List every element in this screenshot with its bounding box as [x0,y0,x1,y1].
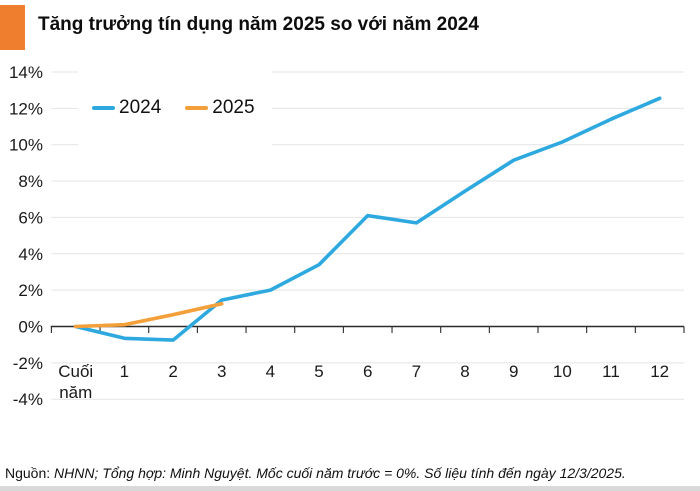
bottom-border [0,486,700,491]
source-text: NHNN; Tổng hợp: Minh Nguyệt. Mốc cuối nă… [54,465,626,481]
x-axis-label: Cuối năm [58,362,93,402]
y-axis-label: 8% [18,172,43,191]
source-label: Nguồn: [5,465,51,481]
x-axis-label: 2 [168,362,177,381]
y-axis-label: -2% [13,354,43,373]
x-axis-label: 12 [650,362,669,381]
x-axis-label: 1 [120,362,129,381]
x-axis-label: 11 [602,362,620,381]
y-axis-label: 6% [18,208,43,227]
x-axis-label: 10 [553,362,572,381]
y-axis-label: -4% [13,390,43,409]
y-axis-label: 4% [18,245,43,264]
y-axis-label: 2% [18,281,43,300]
y-axis-label: 0% [18,318,43,337]
x-axis-label: 3 [217,362,226,381]
legend-swatch-2024 [92,106,115,110]
x-axis-label: 6 [363,362,372,381]
x-axis-label: 9 [509,362,518,381]
legend-label-2024: 2024 [119,97,162,118]
accent-bar [0,5,25,50]
series-line-2024 [73,96,662,342]
x-axis-label: 5 [314,362,323,381]
chart-title: Tăng trưởng tín dụng năm 2025 so với năm… [38,14,479,35]
legend-label-2025: 2025 [212,97,255,118]
series-line-2025 [73,301,224,329]
source-note: Nguồn: NHNN; Tổng hợp: Minh Nguyệt. Mốc … [5,465,626,481]
legend-swatch-2025 [185,106,209,110]
chart-legend: 2024 2025 [78,64,272,152]
y-axis-label: 12% [9,99,43,118]
legend-item-2025: 2025 [185,97,255,119]
y-axis-label: 14% [9,63,43,82]
x-axis-label: 8 [460,362,469,381]
x-axis-label: 7 [412,362,421,381]
y-axis-label: 10% [9,136,43,155]
legend-item-2024: 2024 [92,97,161,119]
x-axis-label: 4 [266,362,275,381]
